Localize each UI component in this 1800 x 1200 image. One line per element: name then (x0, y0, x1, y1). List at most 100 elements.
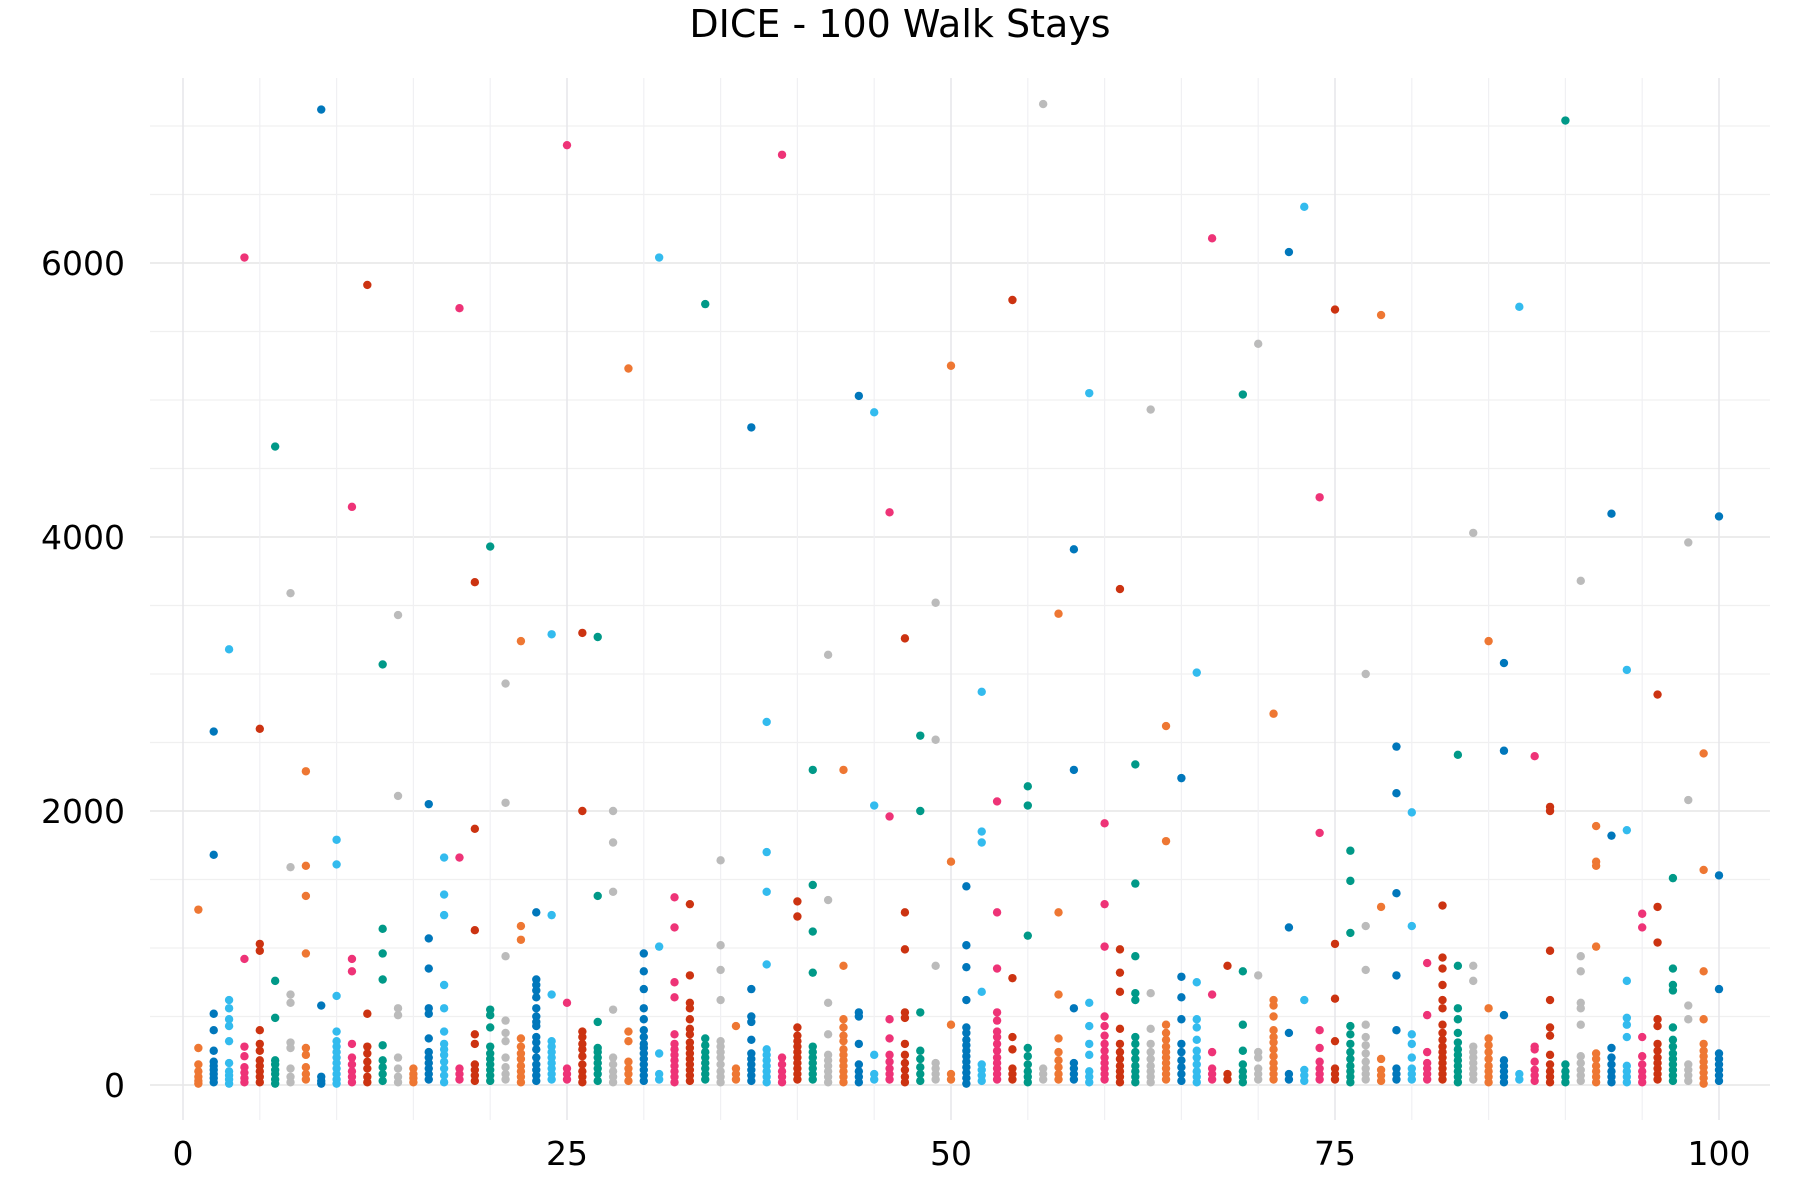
x-tick-label: 50 (930, 1134, 972, 1173)
data-point (762, 887, 771, 897)
data-point (332, 860, 341, 869)
data-point (209, 1009, 218, 1018)
data-point (654, 942, 664, 951)
data-point (347, 1053, 357, 1062)
data-point (777, 1053, 787, 1062)
data-point (1023, 1043, 1032, 1053)
data-point (1131, 1032, 1140, 1042)
data-point (916, 1062, 925, 1072)
data-point (977, 827, 986, 836)
x-axis-ticks: 0 25 50 75 100 (173, 1134, 1751, 1173)
data-point (363, 1078, 372, 1087)
data-point (1177, 1076, 1186, 1086)
y-tick-label: 0 (104, 1066, 125, 1105)
data-point (1207, 1047, 1217, 1057)
data-point (486, 1023, 495, 1032)
data-point (347, 1039, 357, 1049)
data-point (1177, 1069, 1186, 1079)
data-point (286, 998, 295, 1007)
data-point (532, 1045, 541, 1054)
data-point (424, 1034, 433, 1043)
data-point (439, 890, 449, 899)
data-point (1545, 1060, 1555, 1069)
data-point (1469, 1075, 1478, 1084)
data-point (1192, 1060, 1201, 1069)
data-point (532, 1076, 541, 1086)
data-point (808, 880, 817, 890)
data-point (1146, 1047, 1155, 1057)
data-point (1161, 1075, 1171, 1084)
data-point (301, 1043, 311, 1053)
data-point (532, 1021, 541, 1031)
data-point (562, 998, 572, 1007)
data-point (301, 861, 311, 870)
data-point (516, 921, 526, 931)
data-point (1161, 721, 1171, 731)
data-point (747, 1076, 756, 1086)
data-point (1545, 1023, 1555, 1032)
data-point (1346, 1039, 1355, 1049)
data-point (378, 1076, 387, 1086)
data-point (685, 971, 695, 980)
data-point (470, 578, 480, 587)
data-point (347, 954, 357, 964)
data-point (608, 887, 618, 897)
data-point (1376, 1054, 1386, 1064)
data-point (701, 1034, 710, 1043)
data-point (347, 1060, 357, 1069)
data-point (1653, 1015, 1662, 1024)
data-point (992, 1039, 1002, 1049)
data-point (701, 1075, 710, 1084)
data-point (516, 1078, 526, 1087)
data-point (1238, 1060, 1248, 1069)
data-point (1361, 921, 1370, 931)
data-point (670, 893, 679, 902)
data-point (224, 1058, 234, 1068)
data-point (685, 899, 695, 909)
data-point (470, 1039, 480, 1049)
data-point (1054, 1075, 1063, 1084)
data-point (900, 1078, 910, 1087)
data-point (532, 1004, 541, 1013)
data-point (516, 1034, 526, 1043)
data-point (1069, 765, 1079, 775)
x-tick-label: 100 (1688, 1134, 1751, 1173)
data-point (1638, 1060, 1647, 1069)
data-point (962, 995, 971, 1005)
y-tick-label: 2000 (41, 792, 125, 831)
data-point (1207, 1075, 1217, 1084)
data-point (639, 1026, 648, 1035)
data-point (409, 1078, 418, 1087)
data-point (255, 1026, 264, 1035)
data-point (900, 945, 910, 954)
data-point (608, 806, 618, 816)
data-point (209, 1078, 218, 1087)
data-point (393, 1010, 403, 1020)
data-point (1499, 1010, 1509, 1020)
data-point (931, 735, 940, 744)
data-point (916, 1008, 925, 1017)
data-point (1607, 509, 1616, 518)
data-point (931, 961, 940, 971)
data-point (1484, 1054, 1493, 1064)
data-point (1069, 545, 1079, 554)
data-point (777, 1060, 787, 1069)
data-point (209, 850, 218, 860)
data-point (224, 995, 234, 1005)
data-point (1438, 953, 1447, 962)
data-point (808, 927, 817, 936)
data-point (1376, 310, 1386, 320)
data-point (1100, 942, 1109, 951)
data-point (1638, 1078, 1647, 1087)
data-point (1653, 1021, 1662, 1031)
data-point (793, 897, 802, 906)
data-point (1361, 1075, 1370, 1084)
data-point (870, 1075, 879, 1084)
data-point (224, 1036, 234, 1046)
data-point (240, 1052, 249, 1061)
data-point (1269, 1052, 1278, 1061)
data-point (624, 1069, 633, 1079)
data-point (1192, 1023, 1201, 1032)
data-point (670, 1030, 679, 1039)
data-point (777, 150, 787, 159)
